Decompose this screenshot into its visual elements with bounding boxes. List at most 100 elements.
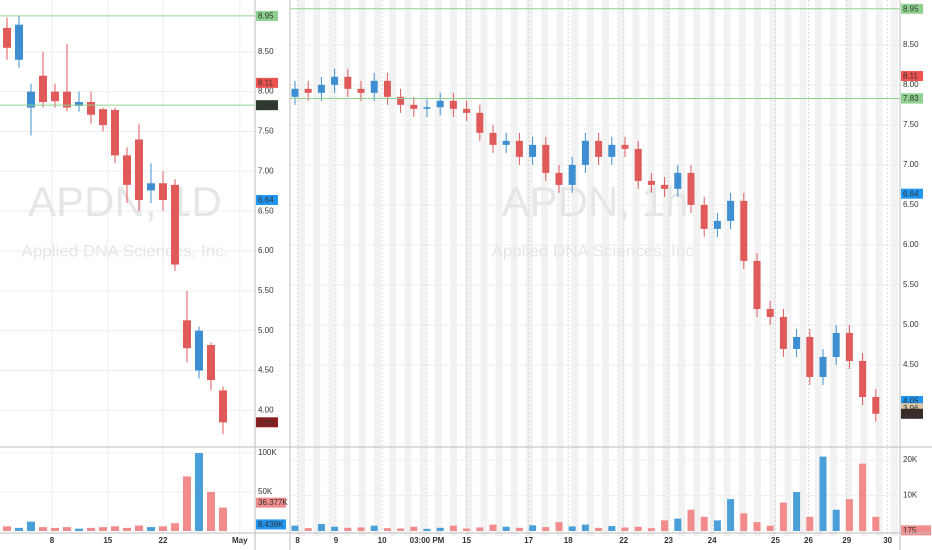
candle-body — [595, 140, 603, 157]
volume-bar — [99, 527, 107, 531]
volume-bar — [845, 499, 853, 531]
x-tick-label: 23 — [664, 536, 673, 545]
price-badge — [901, 408, 923, 419]
session-band — [450, 0, 457, 536]
volume-bar — [75, 528, 83, 531]
x-tick-label: 26 — [804, 536, 813, 545]
volume-bar — [171, 523, 179, 531]
candle-body — [15, 24, 23, 60]
volume-bar — [27, 521, 35, 531]
x-tick-label: 22 — [619, 536, 628, 545]
candle-body — [219, 390, 227, 423]
session-band — [875, 0, 883, 536]
volume-bar — [766, 525, 774, 531]
y-tick-label: 4.00 — [258, 405, 274, 414]
candle-body — [87, 101, 95, 115]
session-band — [632, 0, 640, 536]
candle-body — [436, 100, 444, 108]
volume-bar — [489, 524, 497, 531]
volume-bar — [779, 502, 787, 531]
session-band — [526, 0, 533, 536]
volume-bar — [15, 527, 23, 531]
candle-body — [75, 101, 83, 106]
session-band — [617, 0, 625, 536]
candle-body — [568, 164, 576, 185]
volume-bar — [304, 528, 312, 531]
volume-bar — [819, 456, 827, 531]
volume-bar — [344, 527, 352, 531]
session-band — [814, 0, 822, 536]
volume-tick-label: 20K — [903, 455, 918, 464]
candle-body — [370, 80, 378, 93]
session-band — [556, 0, 564, 536]
candle-body — [621, 144, 629, 149]
candle-body — [423, 107, 431, 109]
y-tick-label: 8.50 — [903, 40, 919, 49]
volume-bar — [581, 524, 589, 531]
price-badge — [901, 403, 923, 414]
volume-bar — [331, 526, 339, 531]
session-band — [419, 0, 427, 536]
volume-tick-label: 50K — [258, 487, 273, 496]
candle-body — [147, 183, 155, 191]
x-tick-label: 15 — [462, 536, 471, 545]
y-tick-label: 6.50 — [903, 200, 919, 209]
volume-bar — [219, 507, 227, 531]
y-tick-label: 7.00 — [258, 166, 274, 175]
price-badge-label: 8.11 — [258, 78, 274, 87]
session-band — [602, 0, 609, 536]
session-band — [404, 0, 412, 536]
session-band — [313, 0, 321, 536]
volume-bar — [542, 527, 550, 531]
session-band — [890, 0, 898, 536]
x-tick-label: 10 — [378, 536, 387, 545]
session-band — [662, 0, 670, 536]
volume-bar — [674, 518, 682, 531]
session-band — [769, 0, 777, 536]
y-tick-label: 6.00 — [258, 246, 274, 255]
volume-badge — [901, 525, 931, 536]
session-band — [799, 0, 807, 536]
watermark-title: APDN, 1h — [502, 178, 689, 225]
candle-body — [515, 140, 523, 157]
candle-body — [727, 200, 735, 221]
candle-body — [357, 88, 365, 93]
volume-bar — [700, 516, 708, 531]
price-badge — [256, 100, 278, 111]
candle-body — [634, 148, 642, 181]
candle-body — [845, 332, 853, 361]
volume-bar — [806, 516, 814, 531]
session-band — [495, 0, 503, 536]
candle-body — [63, 91, 71, 108]
volume-bar — [687, 509, 695, 531]
volume-bar — [63, 527, 71, 531]
price-badge-label: 3.89 — [903, 409, 919, 418]
candle-body — [410, 104, 418, 109]
volume-badge-label: 175 — [903, 526, 917, 535]
candle-body — [674, 172, 682, 189]
candle-body — [476, 112, 484, 133]
candle-body — [449, 100, 457, 109]
price-badge — [901, 93, 923, 104]
volume-bar — [463, 528, 471, 531]
candle-body — [344, 76, 352, 89]
volume-bar — [87, 527, 95, 531]
candle-body — [397, 96, 405, 105]
price-badge-label: 3.96 — [903, 404, 919, 413]
candle-body — [502, 140, 510, 145]
price-badge — [901, 3, 923, 14]
volume-bar — [449, 525, 457, 531]
candle-body — [661, 184, 669, 189]
candle-body — [555, 172, 563, 185]
volume-bar — [370, 525, 378, 531]
x-tick-label: 8 — [295, 536, 300, 545]
candle-body — [700, 204, 708, 229]
volume-bar — [317, 523, 325, 531]
session-band — [784, 0, 792, 536]
volume-bar — [383, 528, 391, 531]
candle-body — [793, 336, 801, 349]
watermark-subtitle: Applied DNA Sciences, Inc. — [22, 241, 229, 260]
x-tick-label: 24 — [708, 536, 717, 545]
volume-badge — [256, 519, 286, 530]
session-band — [480, 0, 488, 536]
